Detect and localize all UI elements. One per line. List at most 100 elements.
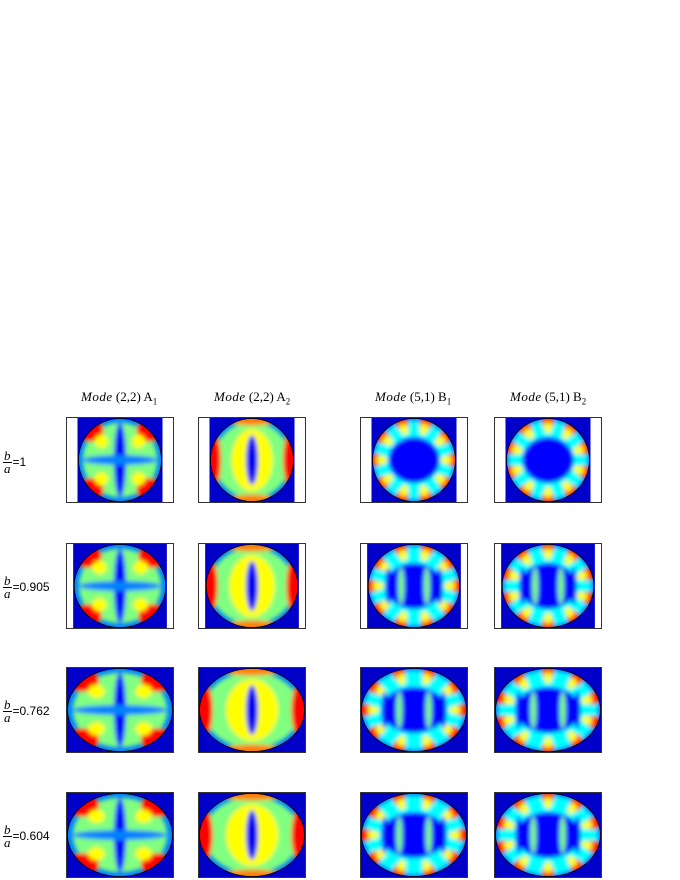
fraction-denominator: a [4,460,11,476]
domain-boundary [67,793,173,877]
mode-shape-panel [494,667,602,753]
mode-shape-panel [66,417,174,503]
ratio-value: =1 [12,455,27,469]
mode-word: Mode [81,389,113,404]
fraction-denominator: a [4,585,11,601]
domain-boundary [495,793,601,877]
mode-shape-panel [198,543,306,629]
column-title: Mode (2,2) A2 [214,389,290,407]
mode-shape-plot [361,793,467,877]
domain-boundary [199,793,305,877]
mode-shape-panel [360,543,468,629]
mode-shape-panel [66,667,174,753]
mode-shape-plot [67,793,173,877]
field-pattern [210,418,294,502]
mode-shape-plot [371,418,457,502]
mode-shape-plot [67,668,173,752]
mode-shape-plot [495,793,601,877]
mode-shape-plot [73,544,167,628]
mode-shape-panel [494,543,602,629]
field-pattern [368,544,460,628]
mode-shape-plot [199,793,305,877]
field-pattern [495,793,601,877]
mode-shape-panel [198,417,306,503]
symmetry-letter: B [438,389,447,404]
mode-indices: (2,2) [115,389,141,404]
mode-word: Mode [214,389,246,404]
ratio-value: =0.604 [12,829,50,843]
mode-indices: (5,1) [544,389,570,404]
fraction-numerator: b [3,447,12,463]
symmetry-letter: B [573,389,582,404]
symmetry-subscript: 2 [285,396,291,407]
mode-word: Mode [375,389,407,404]
mode-shape-plot [367,544,461,628]
field-pattern [199,793,305,877]
mode-shape-plot [361,668,467,752]
domain-boundary [495,668,601,752]
mode-shape-plot [495,668,601,752]
domain-boundary [501,544,595,628]
aspect-ratio-label: b a =0.762 [3,696,50,726]
symmetry-subscript: 1 [152,396,158,407]
mode-shape-panel [360,792,468,878]
column-title: Mode (5,1) B1 [375,389,451,407]
ratio-value: =0.905 [12,580,50,594]
field-pattern [506,418,590,502]
mode-shape-plot [199,668,305,752]
mode-indices: (2,2) [248,389,274,404]
symmetry-letter: A [143,389,153,404]
mode-shape-plot [77,418,163,502]
field-pattern [361,668,467,752]
fraction-denominator: a [4,834,11,850]
field-pattern [206,544,298,628]
aspect-ratio-label: b a =0.604 [3,821,50,851]
column-title: Mode (5,1) B2 [510,389,586,407]
mode-indices: (5,1) [409,389,435,404]
fraction-numerator: b [3,821,12,837]
field-pattern [199,668,305,752]
mode-shape-panel [360,417,468,503]
field-pattern [372,418,456,502]
mode-shape-plot [205,544,299,628]
aspect-ratio-label: b a =0.905 [3,572,50,602]
domain-boundary [205,544,299,628]
mode-shape-plot [505,418,591,502]
symmetry-letter: A [276,389,286,404]
domain-boundary [506,418,590,502]
column-title: Mode (2,2) A1 [81,389,157,407]
domain-boundary [367,544,461,628]
symmetry-subscript: 1 [446,396,452,407]
domain-boundary [78,418,162,502]
mode-shape-panel [66,792,174,878]
mode-shape-plot [209,418,295,502]
ratio-value: =0.762 [12,704,50,718]
mode-shape-panel [198,792,306,878]
mode-shape-panel [360,667,468,753]
fraction-numerator: b [3,572,12,588]
mode-shape-panel [494,792,602,878]
fraction-denominator: a [4,709,11,725]
domain-boundary [199,668,305,752]
field-pattern [495,668,601,752]
domain-boundary [372,418,456,502]
domain-boundary [67,668,173,752]
domain-boundary [361,793,467,877]
fraction-numerator: b [3,696,12,712]
mode-word: Mode [510,389,542,404]
aspect-ratio-label: b a =1 [3,447,26,477]
mode-shape-panel [494,417,602,503]
field-pattern [361,793,467,877]
mode-shape-plot [501,544,595,628]
mode-shape-panel [66,543,174,629]
domain-boundary [73,544,167,628]
mode-shape-panel [198,667,306,753]
domain-boundary [361,668,467,752]
symmetry-subscript: 2 [581,396,587,407]
domain-boundary [210,418,294,502]
